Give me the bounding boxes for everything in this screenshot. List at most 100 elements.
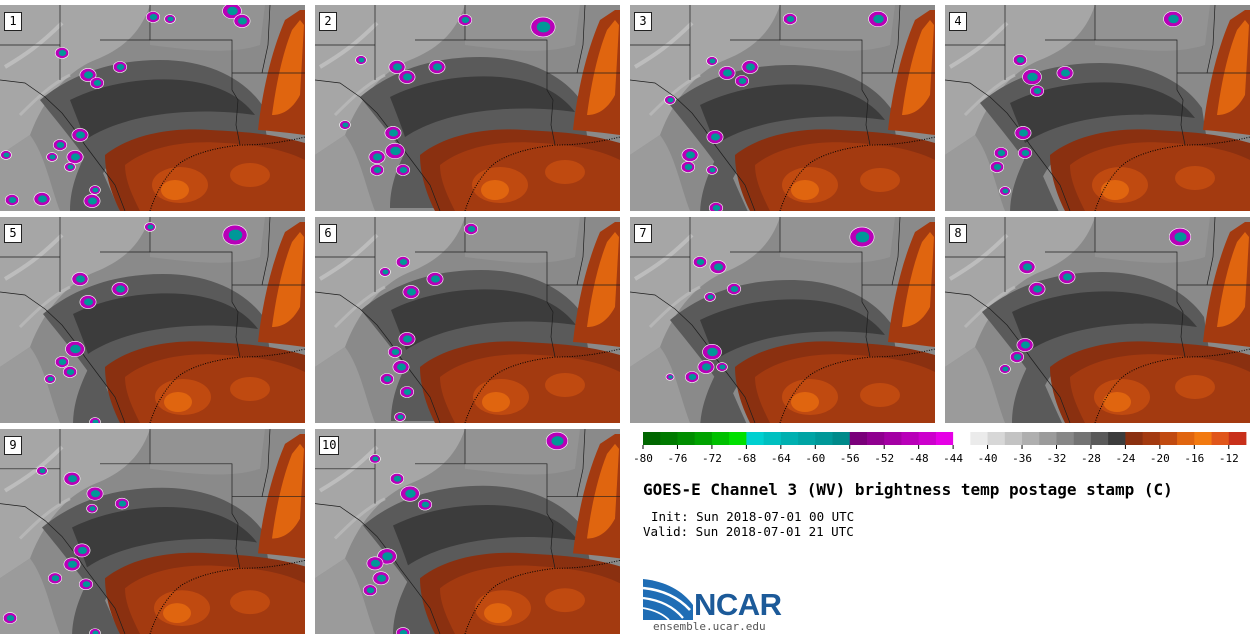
warm-spot bbox=[860, 383, 900, 407]
convective-cell bbox=[164, 14, 176, 24]
moisture-streak bbox=[948, 233, 1009, 281]
upper-region bbox=[465, 5, 580, 51]
convective-cell bbox=[716, 362, 728, 372]
convective-cell-core bbox=[167, 16, 174, 22]
convective-cell-core bbox=[738, 78, 747, 84]
colorbar-bin bbox=[729, 432, 747, 445]
convective-cell bbox=[400, 485, 420, 502]
warm-dry-region bbox=[440, 354, 620, 423]
convective-cell-core bbox=[707, 347, 718, 357]
convective-cell-core bbox=[47, 376, 54, 382]
colorbar-bin bbox=[849, 432, 868, 445]
colorbar-bin bbox=[1090, 432, 1109, 445]
convective-cell bbox=[402, 285, 420, 299]
convective-cell bbox=[66, 150, 84, 164]
colorbar-bin bbox=[918, 432, 937, 445]
moisture-streak bbox=[333, 73, 386, 117]
convective-cell-core bbox=[78, 546, 87, 554]
convective-cell-core bbox=[84, 71, 93, 79]
convective-cell bbox=[989, 161, 1005, 173]
convective-cell-core bbox=[3, 152, 10, 158]
coastline bbox=[464, 348, 620, 423]
panel-number-label: 9 bbox=[4, 436, 22, 455]
convective-cell bbox=[369, 164, 385, 176]
convective-cell-core bbox=[719, 364, 726, 370]
colorbar-bin bbox=[1004, 432, 1023, 445]
convective-cell bbox=[1017, 147, 1033, 159]
dry-plume-core bbox=[587, 20, 619, 115]
dry-plume-core bbox=[272, 443, 304, 539]
dry-band-core bbox=[390, 76, 575, 137]
convective-cell-core bbox=[711, 133, 720, 141]
warm-spot bbox=[1103, 392, 1131, 412]
convective-cell-core bbox=[786, 16, 795, 22]
convective-cell-core bbox=[92, 630, 99, 634]
convective-cell bbox=[1058, 270, 1076, 284]
state-borders bbox=[630, 5, 935, 211]
convective-cell bbox=[379, 267, 391, 277]
convective-cell bbox=[355, 55, 367, 65]
moisture-streak bbox=[18, 73, 71, 117]
convective-cell-core bbox=[118, 500, 127, 507]
convective-cell bbox=[36, 466, 48, 476]
convective-cell bbox=[366, 556, 384, 571]
convective-cell-core bbox=[391, 349, 400, 355]
convective-cell-core bbox=[702, 363, 711, 371]
convective-cell bbox=[78, 578, 94, 591]
convective-cell-core bbox=[1002, 188, 1009, 194]
convective-cell-core bbox=[467, 226, 476, 232]
convective-cell-core bbox=[1016, 57, 1025, 63]
colorbar-bin bbox=[711, 432, 730, 445]
satellite-map bbox=[0, 5, 305, 211]
panel-number-label: 6 bbox=[319, 224, 337, 243]
convective-cell-core bbox=[403, 73, 412, 81]
colorbar-bin bbox=[1177, 432, 1195, 445]
state-border-line bbox=[1206, 217, 1216, 286]
colorbar-bin bbox=[1159, 432, 1178, 445]
warm-spot bbox=[545, 373, 585, 397]
satellite-map bbox=[315, 5, 620, 211]
convective-cell-core bbox=[461, 17, 470, 23]
convective-cell-core bbox=[358, 57, 365, 63]
convective-cell-core bbox=[116, 64, 125, 70]
postage-stamp-panel-6: 6 bbox=[315, 217, 620, 423]
convective-cell-core bbox=[389, 129, 398, 137]
state-border-line bbox=[630, 79, 756, 211]
moisture-streak bbox=[318, 233, 379, 281]
convective-cell-core bbox=[377, 574, 386, 582]
convective-cell bbox=[706, 56, 718, 66]
convective-cell bbox=[726, 283, 742, 295]
convective-cell-core bbox=[1021, 341, 1030, 349]
convective-cell-core bbox=[407, 288, 416, 296]
colorbar-bin bbox=[815, 432, 833, 445]
convective-cell-core bbox=[1033, 285, 1042, 293]
dry-band-outer bbox=[700, 365, 747, 423]
colorbar-bin bbox=[1142, 432, 1161, 445]
dry-plume-core bbox=[902, 232, 934, 327]
convective-cell bbox=[999, 186, 1011, 196]
postage-stamp-panel-7: 7 bbox=[630, 217, 935, 423]
convective-cell-core bbox=[1061, 69, 1070, 77]
moisture-streak bbox=[18, 497, 71, 540]
warm-dry-region bbox=[125, 565, 305, 634]
colorbar-tick-label: -28 bbox=[1081, 452, 1101, 465]
convective-cell-core bbox=[397, 414, 404, 420]
convective-cell-core bbox=[8, 197, 17, 203]
cloud-free-region bbox=[315, 429, 465, 579]
convective-cell bbox=[1012, 54, 1028, 66]
dry-plume-core bbox=[587, 443, 619, 539]
cloud-free-region bbox=[630, 347, 690, 423]
warm-spot bbox=[230, 163, 270, 187]
colorbar-bin bbox=[970, 432, 988, 445]
valid-time: Valid: Sun 2018-07-01 21 UTC bbox=[643, 524, 854, 539]
convective-cell bbox=[1028, 282, 1046, 296]
postage-stamp-panel-1: 1 bbox=[0, 5, 305, 211]
cloud-free-region bbox=[0, 217, 150, 367]
convective-cell-core bbox=[668, 375, 673, 379]
state-borders bbox=[315, 217, 620, 423]
convective-cell-core bbox=[82, 581, 91, 588]
colorbar-tick-label: -48 bbox=[909, 452, 929, 465]
panel-number-label: 7 bbox=[634, 224, 652, 243]
convective-cell-core bbox=[227, 6, 238, 16]
convective-cell-core bbox=[1002, 366, 1009, 372]
